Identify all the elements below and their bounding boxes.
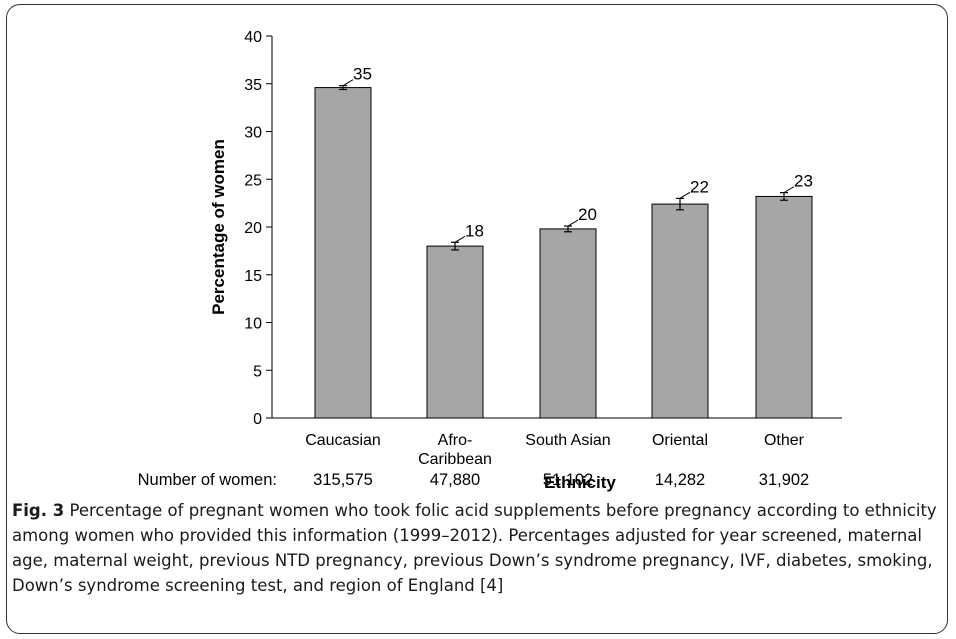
count-value: 315,575 xyxy=(313,471,373,489)
data-label-leader xyxy=(567,219,579,227)
y-tick-label: 5 xyxy=(253,363,262,380)
y-tick-label: 20 xyxy=(244,220,262,237)
data-label: 22 xyxy=(690,177,709,196)
count-row-label: Number of women: xyxy=(138,471,277,489)
x-axis: Caucasian Afro-Caribbean South Asian Orient… xyxy=(272,417,842,468)
data-label-leader xyxy=(679,191,691,199)
x-tick-label: Caucasian xyxy=(305,432,381,449)
x-tick-label: South Asian xyxy=(525,432,610,449)
y-tick-label: 30 xyxy=(244,125,262,142)
x-tick-label: Afro-Caribbean xyxy=(418,432,492,468)
bar xyxy=(755,195,813,419)
y-tick-label: 10 xyxy=(244,316,262,333)
count-value: 31,902 xyxy=(759,471,809,489)
x-tick-label: Other xyxy=(764,432,805,449)
y-tick-label: 40 xyxy=(244,29,262,46)
y-tick-label: 0 xyxy=(253,411,262,428)
y-tick-label: 25 xyxy=(244,172,262,189)
caption-text: Percentage of pregnant women who took fo… xyxy=(12,501,937,595)
data-label: 20 xyxy=(578,205,597,224)
y-tick-label: 15 xyxy=(244,268,262,285)
bars: 35 18 20 22 23 xyxy=(314,65,813,419)
figure-caption: Fig. 3 Percentage of pregnant women who … xyxy=(12,498,942,598)
x-axis-label: Ethnicity xyxy=(544,473,616,492)
data-label: 18 xyxy=(465,221,484,240)
bar xyxy=(651,203,709,419)
count-row: Number of women: 315,575 47,880 51,102 14,28… xyxy=(138,471,810,489)
x-tick-label: Oriental xyxy=(652,432,708,449)
y-axis-label: Percentage of women xyxy=(209,139,228,315)
y-axis: 0 5 10 15 20 25 30 35 40 xyxy=(244,29,273,428)
bar-chart: 0 5 10 15 20 25 30 35 40 35 18 20 22 23 Caucasian Afr… xyxy=(138,29,842,492)
data-label-leader xyxy=(454,235,466,243)
bar xyxy=(539,228,597,419)
data-label: 23 xyxy=(794,172,813,191)
bar xyxy=(426,245,484,419)
count-value: 14,282 xyxy=(655,471,705,489)
caption-label: Fig. 3 xyxy=(12,501,65,520)
count-value: 51,102 xyxy=(543,471,593,489)
count-value: 47,880 xyxy=(430,471,480,489)
bar xyxy=(314,87,372,419)
data-label: 35 xyxy=(353,65,372,84)
y-tick-label: 35 xyxy=(244,77,262,94)
data-label-leader xyxy=(783,186,795,194)
data-label-leader xyxy=(342,79,354,87)
